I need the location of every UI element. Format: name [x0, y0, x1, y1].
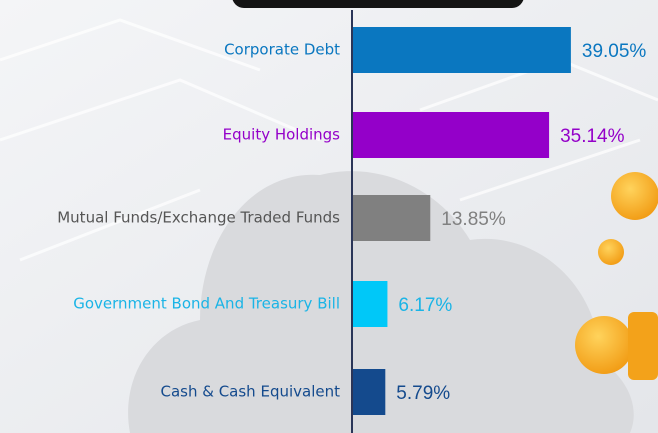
category-label: Government Bond And Treasury Bill	[73, 295, 340, 313]
category-label: Corporate Debt	[224, 41, 340, 59]
bar	[353, 195, 431, 241]
coins	[575, 172, 658, 380]
header-tab	[232, 0, 524, 8]
bar	[353, 27, 571, 73]
value-label: 35.14%	[560, 126, 625, 147]
keyboard-pattern	[0, 18, 658, 262]
category-label: Mutual Funds/Exchange Traded Funds	[57, 209, 340, 227]
bar	[353, 369, 386, 415]
value-label: 6.17%	[398, 295, 452, 316]
bar	[353, 112, 550, 158]
category-label: Equity Holdings	[223, 126, 341, 144]
bar	[353, 281, 388, 327]
category-label: Cash & Cash Equivalent	[160, 383, 340, 401]
value-label: 13.85%	[441, 209, 506, 230]
value-label: 39.05%	[582, 41, 647, 62]
value-label: 5.79%	[396, 383, 450, 404]
